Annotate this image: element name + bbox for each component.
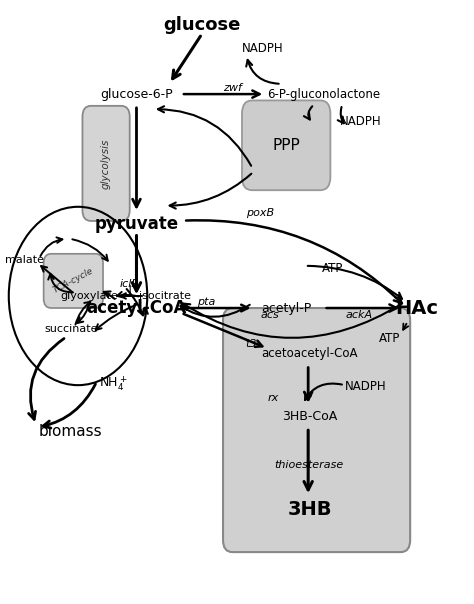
FancyBboxPatch shape xyxy=(82,106,130,221)
Text: ATP: ATP xyxy=(322,262,344,275)
Text: TCA-cycle: TCA-cycle xyxy=(52,266,95,295)
Text: succinate: succinate xyxy=(44,324,98,334)
Text: poxB: poxB xyxy=(246,208,274,218)
Text: glucose: glucose xyxy=(163,16,241,34)
Text: NADPH: NADPH xyxy=(345,380,386,393)
Text: glyoxylate: glyoxylate xyxy=(61,291,118,301)
Text: 6-P-gluconolactone: 6-P-gluconolactone xyxy=(267,88,380,101)
FancyBboxPatch shape xyxy=(223,308,410,552)
Text: acs: acs xyxy=(260,310,279,320)
Text: glycolysis: glycolysis xyxy=(101,138,111,188)
FancyBboxPatch shape xyxy=(44,254,103,308)
Text: malate: malate xyxy=(5,255,44,265)
Text: rx: rx xyxy=(267,393,279,403)
Text: glucose-6-P: glucose-6-P xyxy=(100,88,173,101)
FancyBboxPatch shape xyxy=(242,100,330,190)
Text: pyruvate: pyruvate xyxy=(94,214,179,233)
Text: isocitrate: isocitrate xyxy=(138,291,191,301)
Text: 3HB-CoA: 3HB-CoA xyxy=(282,410,337,423)
Text: NADPH: NADPH xyxy=(242,42,283,56)
Text: iclR: iclR xyxy=(119,279,139,289)
Text: ⊥: ⊥ xyxy=(122,283,137,301)
Text: NADPH: NADPH xyxy=(340,115,382,127)
Text: PPP: PPP xyxy=(272,138,300,153)
Text: acetoacetyl-CoA: acetoacetyl-CoA xyxy=(261,347,358,360)
Text: acetyl-CoA: acetyl-CoA xyxy=(86,299,187,317)
Text: ATP: ATP xyxy=(378,332,400,345)
Text: 3HB: 3HB xyxy=(287,500,332,519)
Text: pta: pta xyxy=(198,297,216,307)
Text: zwf: zwf xyxy=(223,83,242,93)
Text: t3: t3 xyxy=(246,339,257,349)
Text: ackA: ackA xyxy=(345,310,372,320)
Text: biomass: biomass xyxy=(38,424,102,439)
Text: HAc: HAc xyxy=(396,298,438,318)
Text: NH$_4^+$: NH$_4^+$ xyxy=(99,374,128,393)
Text: acetyl-P: acetyl-P xyxy=(261,301,311,315)
Text: thioesterase: thioesterase xyxy=(274,460,343,470)
